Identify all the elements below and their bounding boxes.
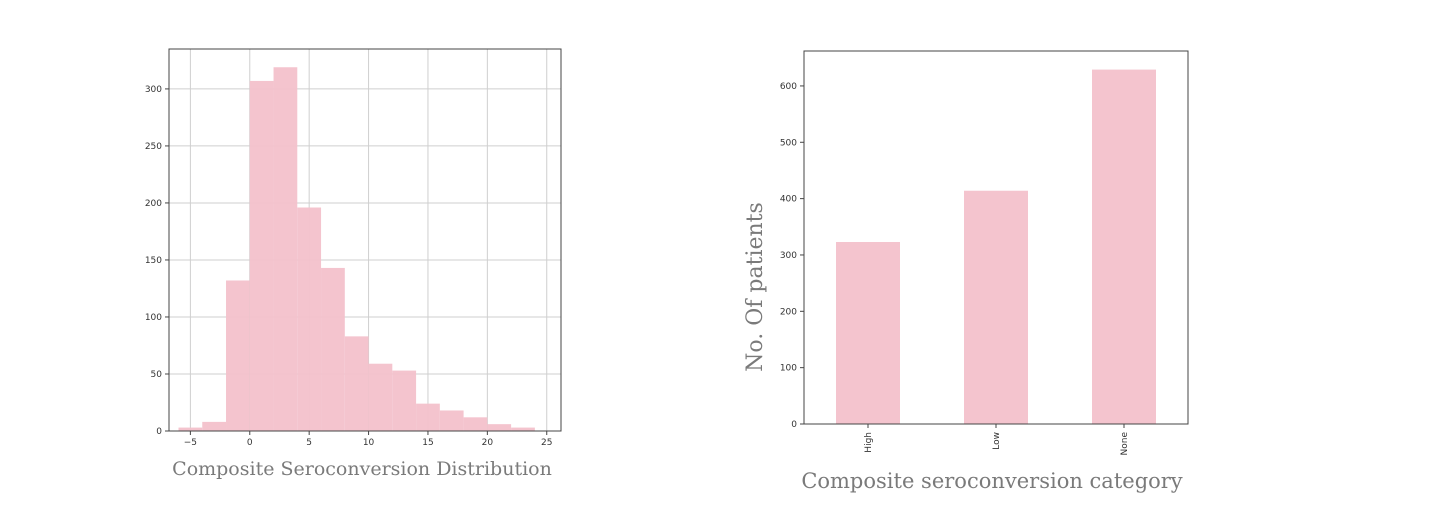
y-tick-label: 500 <box>780 138 797 148</box>
x-tick-label: 15 <box>422 438 433 448</box>
x-axis-title: Composite seroconversion category <box>801 469 1182 493</box>
y-tick-label: 300 <box>145 85 162 95</box>
y-tick-label: 150 <box>145 256 162 266</box>
y-tick-label: 400 <box>780 195 797 205</box>
y-tick-label: 100 <box>780 364 797 374</box>
x-axis-title: Composite Seroconversion Distribution <box>172 458 552 480</box>
y-tick-label: 0 <box>156 427 162 437</box>
x-tick-label: 20 <box>482 438 494 448</box>
y-tick-label: 100 <box>145 313 162 323</box>
category-bar-chart: High Low None 0 100 200 300 400 500 600 No. Of pat… <box>743 50 1189 493</box>
histogram-bar <box>392 370 417 431</box>
histogram-bar <box>226 280 250 431</box>
y-tick-label: 50 <box>151 370 163 380</box>
x-tick-label: High <box>864 432 874 453</box>
category-bar <box>964 190 1028 424</box>
category-bar <box>1092 69 1156 424</box>
histogram-bar <box>321 267 345 431</box>
y-tick-label: 600 <box>780 82 797 92</box>
category-bar <box>836 242 900 424</box>
y-tick-label: 300 <box>780 251 797 261</box>
histogram-bar <box>297 207 322 431</box>
x-tick-label: 0 <box>247 438 253 448</box>
x-tick-label: −5 <box>184 438 197 448</box>
plot-frame <box>168 48 562 432</box>
y-tick-label: 200 <box>780 307 797 317</box>
x-tick-label: 5 <box>306 438 312 448</box>
histogram-bar <box>463 417 488 431</box>
y-tick-label: 0 <box>791 420 797 430</box>
histogram-bar <box>249 80 274 432</box>
x-tick-label: 10 <box>363 438 375 448</box>
histogram-bar <box>416 403 440 431</box>
y-tick-label: 200 <box>145 199 162 209</box>
histogram-bar <box>439 410 464 431</box>
histogram-chart: −5 0 5 10 15 20 25050100150200250300Composite … <box>145 48 562 480</box>
histogram-bar <box>368 363 393 431</box>
y-axis-title: No. Of patients <box>743 202 768 372</box>
histogram-bar <box>178 427 203 431</box>
y-tick-label: 250 <box>145 142 162 152</box>
histogram-bar <box>202 421 227 431</box>
histogram-bar <box>487 424 512 431</box>
histogram-bar <box>344 336 369 431</box>
x-tick-label: Low <box>992 432 1002 450</box>
x-tick-label: 25 <box>541 438 552 448</box>
histogram-bar <box>273 67 298 431</box>
histogram-bar <box>511 427 535 431</box>
x-tick-label: None <box>1120 432 1130 456</box>
